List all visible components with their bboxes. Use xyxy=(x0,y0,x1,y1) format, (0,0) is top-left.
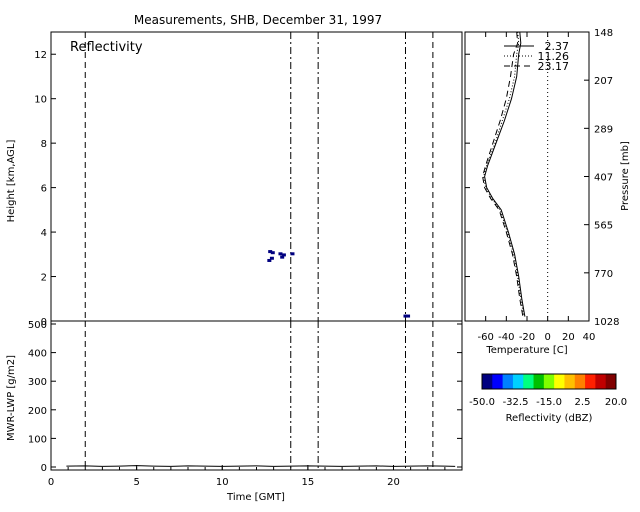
lwp-y-tick-label: 400 xyxy=(28,349,47,360)
colorbar-cell xyxy=(533,374,545,389)
legend-label: 2.37 xyxy=(545,40,570,53)
figure-title: Measurements, SHB, December 31, 1997 xyxy=(134,13,382,27)
reflectivity-echo xyxy=(269,256,274,260)
reflectivity-echo xyxy=(268,250,273,254)
time-x-tick-label: 10 xyxy=(216,477,229,488)
reflectivity-y-tick-label: 10 xyxy=(34,95,47,106)
time-x-axis-label: Time [GMT] xyxy=(226,492,285,503)
reflectivity-echo xyxy=(281,253,286,257)
lwp-line xyxy=(66,465,456,467)
colorbar-frame xyxy=(481,373,617,390)
lwp-panel: 0 100 200 300 400 500 0 5 10 15 20 Time [GMT] MWR… xyxy=(6,320,463,503)
colorbar-cell xyxy=(554,374,565,389)
colorbar-cell xyxy=(492,374,504,389)
reflectivity-y-tick-label: 8 xyxy=(41,139,47,150)
sounding-profiles xyxy=(482,31,549,321)
reflectivity-y-tick-label: 0 xyxy=(41,317,47,328)
pressure-tick-label: 407 xyxy=(594,173,613,184)
pressure-tick-label: 207 xyxy=(594,76,613,87)
sounding-x-axis-label: Temperature [C] xyxy=(485,345,567,356)
sounding-pressure-ticks: 148 207 289 407 565 770 1028 xyxy=(584,28,619,328)
reflectivity-y-tick-label: 6 xyxy=(41,184,47,195)
reflectivity-panel-label: Reflectivity xyxy=(70,40,143,55)
reflectivity-echo xyxy=(267,258,272,262)
colorbar-tick-label: -32.5 xyxy=(503,397,529,408)
pressure-tick-label: 289 xyxy=(594,124,613,135)
colorbar-cell xyxy=(512,374,524,389)
reflectivity-plot-frame xyxy=(50,31,463,322)
colorbar-cell xyxy=(605,374,617,389)
lwp-y-tick-label: 300 xyxy=(28,377,47,388)
sounding-x-ticks: -60 -40 -20 0 20 40 xyxy=(477,32,595,343)
sounding-y-axis-label: Pressure [mb] xyxy=(620,141,631,211)
sounding-x-tick-label: -60 xyxy=(477,332,493,343)
time-x-ticks: 0 5 10 15 20 xyxy=(48,465,463,488)
time-x-tick-label: 0 xyxy=(48,477,54,488)
lwp-y-ticks: 0 100 200 300 400 500 xyxy=(28,320,462,474)
reflectivity-echo xyxy=(406,314,411,318)
sounding-x-tick-label: 20 xyxy=(562,332,575,343)
pressure-tick-label: 770 xyxy=(594,269,613,280)
reflectivity-y-axis-label: Height [km,AGL] xyxy=(6,140,17,223)
colorbar-cell xyxy=(543,374,555,389)
colorbar-cell xyxy=(502,374,514,389)
sounding-profile-line xyxy=(482,31,524,317)
reflectivity-echo xyxy=(278,252,283,256)
lwp-y-tick-label: 100 xyxy=(28,434,47,445)
reflectivity-colorbar: -50.0 -32.5 -15.0 2.5 20.0 Reflectivity (dBZ… xyxy=(469,373,627,424)
legend-label: 11.26 xyxy=(538,50,570,63)
reflectivity-y-ticks: 0 2 4 6 8 10 12 xyxy=(34,50,470,328)
legend-label: 23.17 xyxy=(538,60,570,73)
pressure-tick-label: 148 xyxy=(594,28,613,39)
lwp-series xyxy=(66,465,456,467)
colorbar-label: Reflectivity (dBZ) xyxy=(506,413,593,424)
reflectivity-event-lines xyxy=(84,32,434,321)
sounding-x-tick-label: -40 xyxy=(498,332,514,343)
lwp-y-axis-label: MWR-LWP [g/m2] xyxy=(6,355,17,441)
pressure-tick-label: 565 xyxy=(594,221,613,232)
time-x-tick-label: 5 xyxy=(133,477,139,488)
reflectivity-echo xyxy=(270,251,275,255)
sounding-x-tick-label: -20 xyxy=(519,332,535,343)
sounding-x-tick-label: 40 xyxy=(583,332,596,343)
colorbar-cell xyxy=(595,374,607,389)
colorbar-cells xyxy=(482,374,617,389)
sounding-x-tick-label: 0 xyxy=(544,332,550,343)
reflectivity-y-tick-label: 2 xyxy=(41,273,47,284)
colorbar-cell xyxy=(574,374,586,389)
colorbar-tick-label: -15.0 xyxy=(536,397,562,408)
lwp-y-tick-label: 0 xyxy=(41,463,47,474)
sounding-profile-line xyxy=(484,31,526,317)
time-x-tick-label: 15 xyxy=(302,477,315,488)
time-x-tick-label: 20 xyxy=(387,477,400,488)
reflectivity-y-tick-label: 4 xyxy=(41,228,47,239)
lwp-y-tick-label: 500 xyxy=(28,320,47,331)
reflectivity-echo xyxy=(280,255,285,259)
sounding-panel: -60 -40 -20 0 20 40 148 207 289 407 565 770 1028 2.… xyxy=(464,28,631,356)
lwp-event-lines xyxy=(84,321,434,470)
lwp-y-tick-label: 200 xyxy=(28,406,47,417)
colorbar-cell xyxy=(523,374,535,389)
colorbar-tick-label: 20.0 xyxy=(605,397,627,408)
reflectivity-panel: Reflectivity Height [km,AGL] 0 2 4 6 8 10 12 xyxy=(6,31,470,328)
sounding-plot-frame xyxy=(464,31,590,322)
reflectivity-y-tick-label: 12 xyxy=(34,50,47,61)
pressure-tick-label: 1028 xyxy=(594,317,619,328)
reflectivity-echo xyxy=(403,314,408,318)
colorbar-tick-label: 2.5 xyxy=(575,397,591,408)
colorbar-ticks: -50.0 -32.5 -15.0 2.5 20.0 xyxy=(469,397,627,408)
colorbar-cell xyxy=(564,374,576,389)
lwp-plot-frame xyxy=(50,320,463,471)
colorbar-cell xyxy=(482,374,493,389)
reflectivity-echo xyxy=(290,252,295,256)
reflectivity-echoes xyxy=(267,250,411,318)
colorbar-cell xyxy=(585,374,596,389)
colorbar-tick-label: -50.0 xyxy=(469,397,495,408)
